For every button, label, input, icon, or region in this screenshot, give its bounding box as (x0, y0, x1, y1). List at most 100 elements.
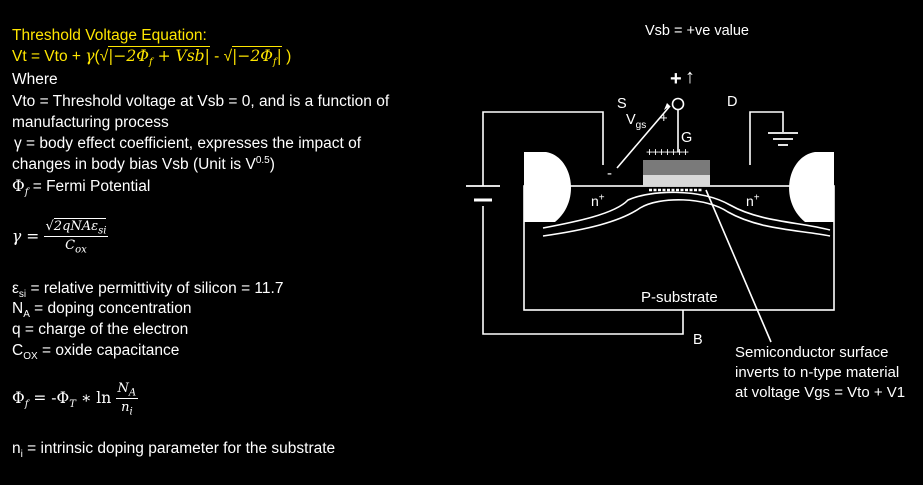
vto-def-line1: Vto = Threshold voltage at Vsb = 0, and … (12, 93, 390, 110)
fermi-formula-denominator: ni (116, 399, 139, 417)
na-def: NA = doping concentration (12, 300, 192, 321)
fermi-formula: Φf = -ΦT ∗ ln NA ni (12, 380, 139, 422)
n-plus-right-text: n (746, 193, 754, 209)
eq-term1-sub: f (148, 57, 153, 69)
ni-sub: i (20, 449, 23, 461)
n-plus-left-text: n (591, 193, 599, 209)
vgs-label: Vgs (626, 112, 647, 131)
sqrt-icon: √ (45, 219, 54, 234)
arrow-up-icon: ↑ (685, 66, 695, 88)
fermi-formula-phi: Φ (12, 389, 25, 407)
cox-def: COX = oxide capacitance (12, 342, 180, 363)
gate-terminal-icon (671, 97, 685, 111)
drain-n-plus-region (789, 152, 834, 222)
eq-term2: |−2Φ (232, 47, 273, 65)
p-substrate-label: P-substrate (641, 289, 718, 306)
fermi-den-sub: i (129, 406, 133, 418)
bulk-wire (482, 206, 684, 335)
eq-gamma: γ (85, 47, 95, 65)
gamma-formula: γ = √2qNAεsi Cox (12, 218, 109, 258)
gamma-def-line2-close: ) (269, 156, 275, 173)
callout-line (705, 189, 772, 343)
fermi-formula-t-sub: T (69, 399, 76, 411)
vgs-label-sub: gs (635, 119, 647, 131)
na-def-text: = doping concentration (29, 300, 192, 317)
esi-sub: si (18, 289, 27, 301)
fermi-formula-eq: = -Φ (28, 389, 70, 407)
eq-term1-tail: + Vsb| (152, 47, 210, 65)
phi-sub: f (24, 187, 29, 199)
fermi-num-sub: A (128, 387, 137, 399)
eq-minus: - (214, 48, 220, 65)
phi-symbol: Φ (12, 177, 25, 195)
vgs-minus-sign: - (607, 165, 612, 182)
gamma-num-text: 2qNAε (53, 219, 99, 234)
gamma-def-line2: changes in body bias Vsb (Unit is V0.5) (12, 154, 275, 174)
gate-label: G (681, 130, 693, 146)
fermi-formula-numerator: NA (115, 380, 139, 399)
gamma-num-sub: si (98, 225, 107, 237)
depletion-edge-top (542, 191, 831, 231)
gamma-den-sub: ox (75, 244, 87, 256)
sqrt-icon: √ (223, 48, 233, 65)
source-n-plus-region (524, 152, 571, 222)
gate-electrode (643, 160, 710, 175)
equation-title: Threshold Voltage Equation: (12, 27, 207, 44)
fermi-def-text: = Fermi Potential (28, 178, 151, 195)
vgs-label-text: V (626, 112, 636, 128)
eq-term2-tail: | (276, 47, 282, 65)
note-line2: inverts to n-type material (735, 364, 900, 381)
fermi-num-text: N (117, 381, 129, 396)
gate-positive-sign: + (670, 68, 682, 90)
source-wire (482, 111, 604, 186)
sqrt-icon: √ (99, 48, 109, 65)
source-n-plus-label: n+ (591, 193, 605, 209)
eq-term1: |−2Φ (108, 47, 149, 65)
gamma-formula-lhs: γ = (12, 227, 40, 246)
note-line3: at voltage Vgs = Vto + V1 (735, 384, 906, 401)
gamma-formula-numerator: √2qNAεsi (43, 218, 109, 237)
fermi-den-text: n (121, 400, 130, 415)
eq-lhs: Vt = Vto + (12, 48, 81, 65)
esi-def: εsi = relative permittivity of silicon =… (12, 280, 284, 301)
gate-oxide (643, 175, 710, 186)
threshold-equation: Vt = Vto + γ(√|−2Φf + Vsb| - √|−2Φf| ) (12, 46, 292, 69)
eq-close: ) (286, 48, 292, 65)
fermi-formula-phi-sub: f (24, 399, 29, 411)
drain-wire (749, 111, 784, 165)
n-plus-left-sup: + (598, 192, 605, 204)
vgs-plus-sign: + (660, 110, 668, 125)
where-label: Where (12, 71, 58, 88)
ni-def: ni = intrinsic doping parameter for the … (12, 440, 336, 461)
ground-icon (768, 132, 798, 146)
vgs-arrow-line (616, 105, 671, 169)
vsb-caption: Vsb = +ve value (645, 23, 749, 39)
vgs-arrowhead (664, 103, 670, 110)
gamma-def-line2-text: changes in body bias Vsb (Unit is V (12, 156, 256, 173)
cox-sub: OX (23, 351, 38, 363)
fermi-def: Φf = Fermi Potential (12, 177, 151, 199)
q-def: q = charge of the electron (12, 321, 189, 338)
na-sub: A (23, 309, 30, 321)
drain-label: D (727, 94, 738, 110)
source-label: S (617, 96, 627, 112)
vto-def-line2: manufacturing process (12, 114, 169, 131)
bulk-label: B (693, 332, 703, 348)
drain-n-plus-label: n+ (746, 193, 760, 209)
na-symbol: N (12, 300, 24, 317)
n-plus-right-sup: + (753, 192, 760, 204)
cox-symbol: C (12, 342, 24, 359)
gamma-formula-denominator: Cox (44, 237, 109, 255)
esi-symbol: ε (12, 280, 19, 297)
gate-positive-charges: +++++++ (646, 145, 689, 159)
esi-def-text: = relative permittivity of silicon = 11.… (26, 280, 284, 297)
ni-symbol: n (12, 440, 21, 457)
gamma-unit-exponent: 0.5 (255, 154, 270, 166)
eq-term2-sub: f (272, 57, 277, 69)
fermi-formula-ln: ∗ ln (75, 389, 112, 407)
cox-def-text: = oxide capacitance (37, 342, 180, 359)
ni-def-text: = intrinsic doping parameter for the sub… (22, 440, 336, 457)
note-line1: Semiconductor surface (735, 344, 889, 361)
depletion-edge-bottom (542, 199, 831, 237)
